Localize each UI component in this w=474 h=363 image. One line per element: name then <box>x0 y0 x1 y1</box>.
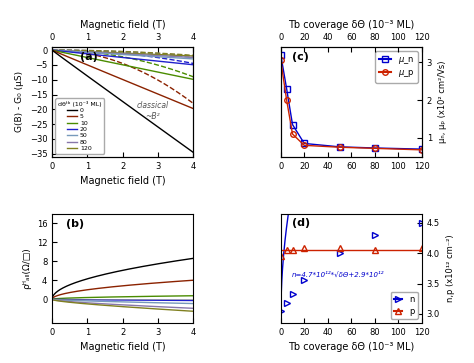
X-axis label: Tb coverage δΘ (10⁻³ ML): Tb coverage δΘ (10⁻³ ML) <box>288 20 414 30</box>
Text: (c): (c) <box>292 52 309 62</box>
Text: classical
~B²: classical ~B² <box>137 101 169 121</box>
Text: (a): (a) <box>81 52 98 62</box>
X-axis label: Tb coverage δΘ (10⁻³ ML): Tb coverage δΘ (10⁻³ ML) <box>288 342 414 352</box>
X-axis label: Magnetic field (T): Magnetic field (T) <box>80 342 165 352</box>
Legend: $\mu$_n, $\mu$_p: $\mu$_n, $\mu$_p <box>375 51 418 82</box>
Text: (b): (b) <box>66 219 84 229</box>
Legend: n, p: n, p <box>391 292 418 319</box>
X-axis label: Magnetic field (T): Magnetic field (T) <box>80 176 165 186</box>
Legend: 0, 5, 10, 20, 50, 80, 120: 0, 5, 10, 20, 50, 80, 120 <box>55 98 104 154</box>
Text: n=4.7*10¹²*√δΘ+2.9*10¹²: n=4.7*10¹²*√δΘ+2.9*10¹² <box>292 272 384 278</box>
Y-axis label: μₙ, μₚ (x10² cm²/Vs): μₙ, μₚ (x10² cm²/Vs) <box>438 61 447 143</box>
Y-axis label: ρᴴₐₗₗ(Ω/□): ρᴴₐₗₗ(Ω/□) <box>22 248 31 289</box>
Y-axis label: G(B) - G₀ (μS): G(B) - G₀ (μS) <box>15 72 24 132</box>
X-axis label: Magnetic field (T): Magnetic field (T) <box>80 20 165 30</box>
Y-axis label: n,p (x10¹² cm⁻²): n,p (x10¹² cm⁻²) <box>446 234 455 302</box>
Text: (d): (d) <box>292 218 310 228</box>
